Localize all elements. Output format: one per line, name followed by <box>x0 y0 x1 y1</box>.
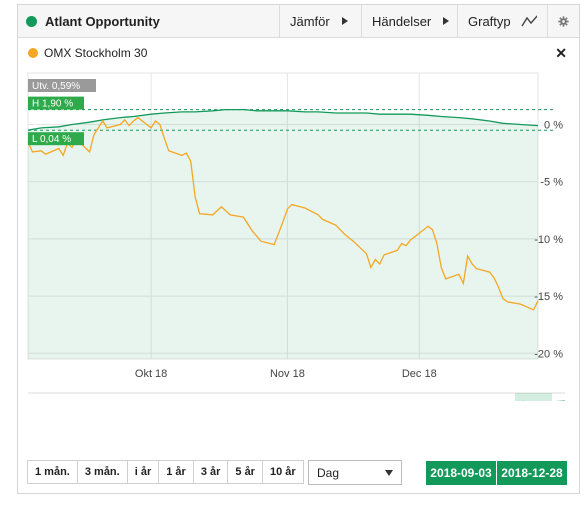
remove-comparison-close-icon[interactable]: ✕ <box>555 44 567 61</box>
svg-text:L 0,04 %: L 0,04 % <box>32 134 71 145</box>
settings-button[interactable] <box>547 5 579 37</box>
y-tick-label: -20 % <box>534 348 563 360</box>
fund-area <box>28 109 538 359</box>
change-badge: Utv. 0,59% <box>28 79 96 92</box>
compare-button[interactable]: Jämför <box>279 5 361 37</box>
period-selector: 1 mån. 3 mån. i år 1 år 3 år 5 år 10 år <box>27 460 304 486</box>
y-tick-label: -5 % <box>540 177 563 189</box>
instrument-color-dot <box>26 15 37 27</box>
x-tick-label: Dec 18 <box>402 368 437 380</box>
instrument-title: Atlant Opportunity <box>26 5 160 37</box>
interval-select[interactable]: Dag <box>308 460 402 485</box>
chevron-down-icon <box>385 470 393 476</box>
compare-label: Jämför <box>290 13 330 29</box>
events-label: Händelser <box>372 13 432 29</box>
svg-text:Utv. 0,59%: Utv. 0,59% <box>32 81 80 92</box>
period-button[interactable]: 3 mån. <box>76 460 128 484</box>
low-badge: L 0,04 % <box>28 132 84 146</box>
gear-icon <box>558 15 569 27</box>
compare-arrow-icon <box>341 17 348 25</box>
plot-area <box>27 72 539 360</box>
chart-widget: Atlant Opportunity Jämför Händelser Graf… <box>17 4 580 494</box>
comparison-name: OMX Stockholm 30 <box>44 46 148 60</box>
svg-text:H 1,90 %: H 1,90 % <box>32 99 73 110</box>
period-button[interactable]: 3 år <box>192 460 229 484</box>
y-tick-label: -15 % <box>534 291 563 303</box>
date-from-button[interactable]: 2018-09-03 <box>426 461 496 485</box>
chart-toolbar: Atlant Opportunity Jämför Händelser Graf… <box>18 5 579 38</box>
price-chart[interactable]: 0 % -5 % -10 % -15 % -20 % Okt 18 Nov 18 Dec 18… <box>18 71 579 401</box>
x-tick-label: Okt 18 <box>135 368 167 380</box>
period-button[interactable]: 10 år <box>261 460 304 484</box>
comparison-row: OMX Stockholm 30 ✕ <box>18 38 579 68</box>
events-arrow-icon <box>443 17 450 25</box>
date-to-button[interactable]: 2018-12-28 <box>497 461 567 485</box>
y-tick-label: -10 % <box>534 234 563 246</box>
period-button[interactable]: 5 år <box>227 460 263 484</box>
period-button[interactable]: 1 år <box>158 460 194 484</box>
period-button[interactable]: 1 mån. <box>27 460 78 484</box>
comparison-color-dot <box>28 48 38 58</box>
overview-window <box>515 393 552 401</box>
omx-series-line <box>27 116 539 311</box>
graphtype-button[interactable]: Graftyp <box>457 5 547 37</box>
line-chart-icon <box>521 14 537 27</box>
fund-series-line <box>27 108 539 131</box>
x-tick-label: Nov 18 <box>270 368 305 380</box>
instrument-name: Atlant Opportunity <box>45 13 160 29</box>
y-tick-label: 0 % <box>544 119 563 131</box>
interval-selected: Dag <box>317 465 340 480</box>
high-badge: H 1,90 % <box>28 96 84 110</box>
events-button[interactable]: Händelser <box>361 5 457 37</box>
graphtype-label: Graftyp <box>468 13 511 29</box>
period-button[interactable]: i år <box>126 460 160 484</box>
